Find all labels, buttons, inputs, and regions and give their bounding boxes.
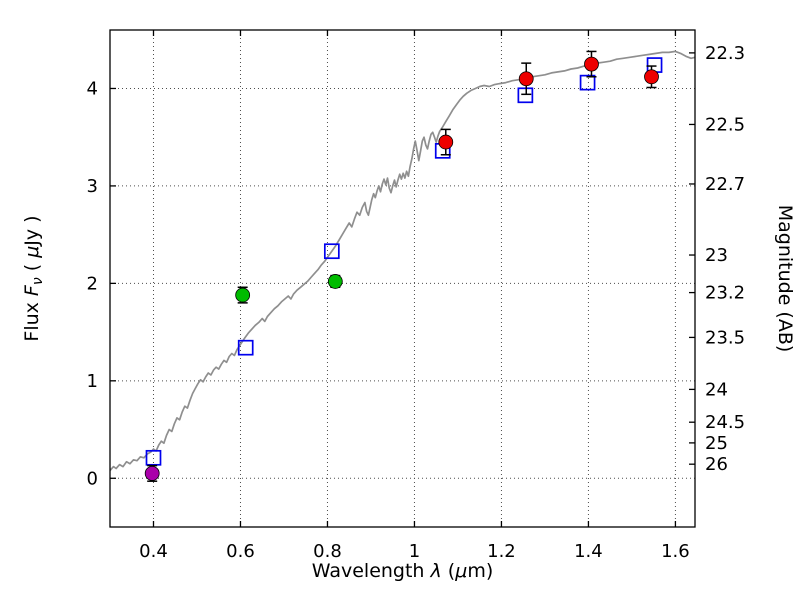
y-tick-label-right: 24.5 xyxy=(705,412,745,433)
y-tick-label-right: 22.3 xyxy=(705,43,745,64)
x-axis-label: Wavelength λ (μm) xyxy=(312,560,493,582)
filled-circle-marker xyxy=(235,287,251,303)
open-square-marker xyxy=(323,243,340,260)
filled-circle-marker xyxy=(438,134,454,150)
y-tick-label-left: 0 xyxy=(87,468,98,489)
y-tick-label-right: 26 xyxy=(705,454,728,475)
observed-point xyxy=(144,464,160,482)
observed-point xyxy=(644,65,659,89)
observed-point xyxy=(235,286,251,304)
filled-circle-marker xyxy=(584,56,599,72)
y-tick-label-left: 1 xyxy=(87,371,98,392)
y-tick-label-right: 23 xyxy=(705,245,728,266)
observed-point xyxy=(327,274,343,289)
tick-marks xyxy=(110,30,695,527)
filled-circle-marker xyxy=(144,466,160,481)
y-tick-label-right: 22.5 xyxy=(705,114,745,135)
x-tick-label: 1.4 xyxy=(574,541,603,562)
x-tick-label: 1 xyxy=(409,541,420,562)
observed-point xyxy=(438,128,454,156)
filled-circle-marker xyxy=(518,71,534,87)
open-square-marker xyxy=(517,87,534,104)
axes-frame xyxy=(109,29,696,528)
open-square-marker xyxy=(579,74,596,91)
open-square-marker xyxy=(145,449,162,466)
filled-circle-marker xyxy=(644,69,659,85)
y-tick-label-right: 24 xyxy=(705,379,728,400)
y-tick-label-left: 3 xyxy=(87,176,98,197)
x-tick-label: 0.8 xyxy=(313,541,342,562)
filled-circle-marker xyxy=(327,274,343,289)
y-tick-label-left: 2 xyxy=(87,273,98,294)
y-tick-label-right: 23.2 xyxy=(705,283,745,304)
y-tick-label-right: 25 xyxy=(705,433,728,454)
x-tick-label: 0.4 xyxy=(139,541,168,562)
x-tick-label: 0.6 xyxy=(226,541,255,562)
model-spectrum-line xyxy=(109,50,696,472)
y-axis-label-right: Magnitude (AB) xyxy=(774,205,796,353)
y-tick-label-right: 23.5 xyxy=(705,327,745,348)
x-tick-label: 1.2 xyxy=(487,541,516,562)
grid-lines xyxy=(110,30,695,527)
tick-labels: 0.4 0.6 0.8 1 1.2 1.4 1.60123422.322.522.72323… xyxy=(87,43,746,562)
open-square-marker xyxy=(237,339,254,356)
observed-photometry xyxy=(144,50,659,482)
x-tick-label: 1.6 xyxy=(661,541,690,562)
observed-point xyxy=(518,62,534,96)
y-axis-label-left: Flux Fν ( μJy ) xyxy=(21,215,46,341)
observed-point xyxy=(584,50,599,78)
y-tick-label-left: 4 xyxy=(87,78,98,99)
y-tick-label-right: 22.7 xyxy=(705,174,745,195)
